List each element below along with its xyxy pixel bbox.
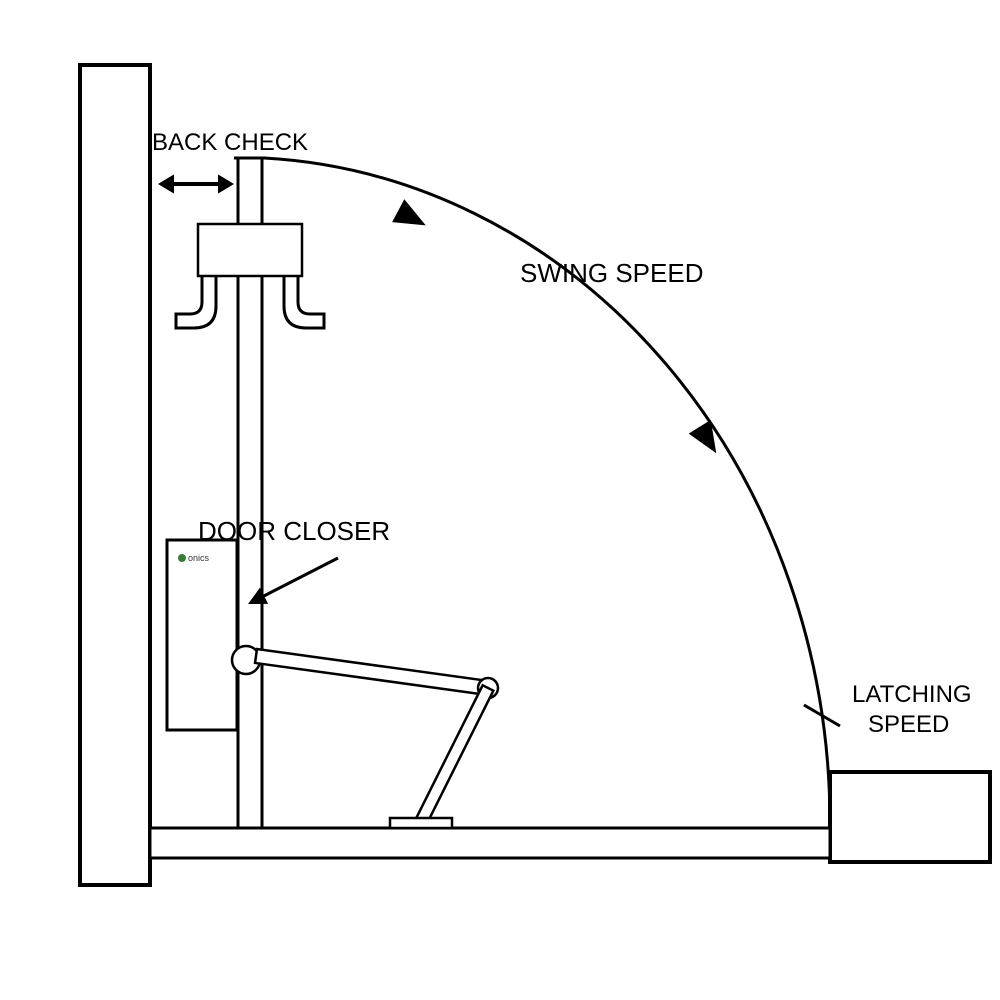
closer-arm-foot (390, 818, 452, 828)
label-back-check: BACK CHECK (152, 129, 308, 156)
closer-logo-dot (178, 554, 186, 562)
wall-left (80, 65, 150, 885)
label-swing-speed: SWING SPEED (520, 258, 703, 288)
door-closer-body (167, 540, 237, 730)
label-door-closer: DOOR CLOSER (198, 516, 390, 546)
frame-header (150, 828, 830, 858)
handle-bracket-right (284, 276, 324, 328)
closer-arm-lower (415, 685, 494, 826)
label-latching-1: LATCHING (852, 681, 972, 708)
closer-logo-text: onics (188, 553, 210, 563)
label-latching-2: SPEED (868, 711, 949, 738)
handle-plate (198, 224, 302, 276)
backcheck-arrow (158, 174, 234, 193)
closer-arm-upper (255, 649, 489, 695)
arc-arrow-1 (392, 199, 426, 225)
handle-bracket-left (176, 276, 216, 328)
wall-right (830, 772, 990, 862)
